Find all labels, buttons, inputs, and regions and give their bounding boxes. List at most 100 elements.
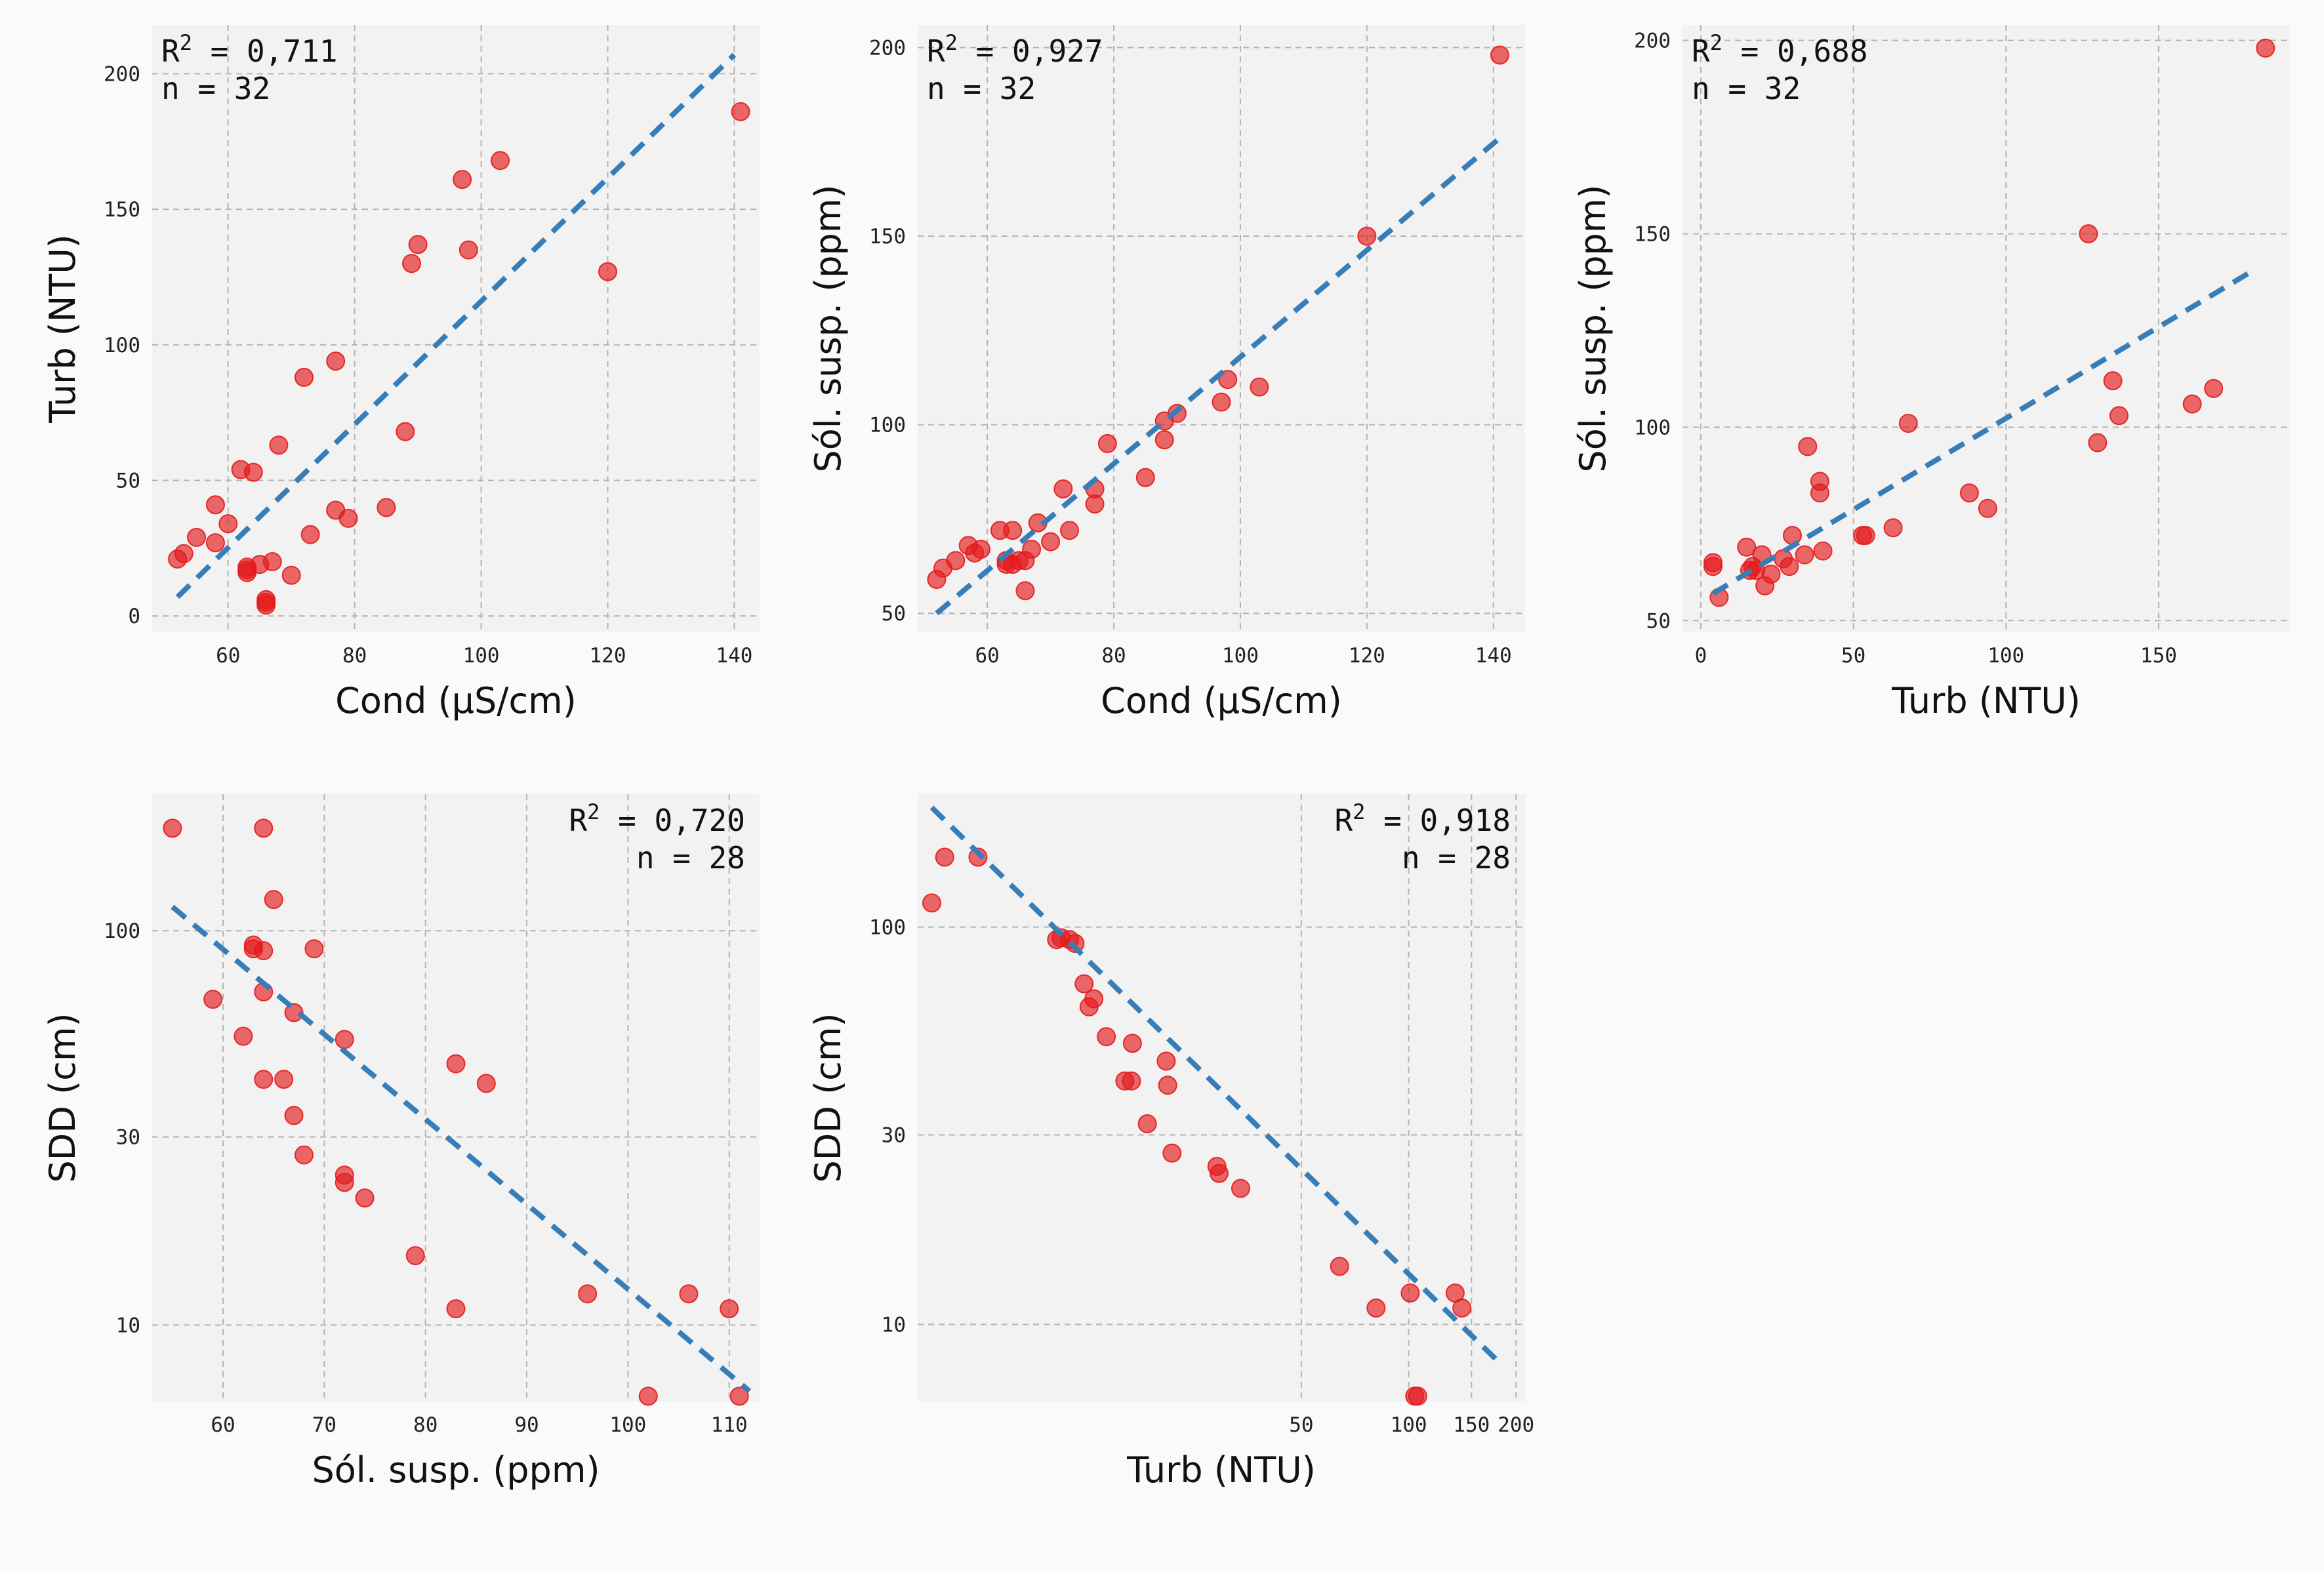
data-point bbox=[1810, 472, 1829, 491]
r-squared-annotation: R2 = 0,918 bbox=[1334, 799, 1511, 838]
r-squared-value: = 0,927 bbox=[958, 33, 1103, 69]
y-tick-label: 50 bbox=[116, 470, 140, 493]
data-point bbox=[1154, 430, 1174, 450]
data-point bbox=[1122, 1034, 1142, 1053]
data-point bbox=[1218, 370, 1238, 390]
x-tick-label: 50 bbox=[1289, 1413, 1313, 1437]
y-tick-label: 200 bbox=[104, 62, 140, 86]
data-point bbox=[205, 495, 225, 515]
data-point bbox=[731, 102, 750, 121]
data-point bbox=[1959, 483, 1979, 503]
regression-line bbox=[929, 805, 1502, 1365]
data-point bbox=[1780, 557, 1799, 576]
data-point bbox=[256, 593, 276, 613]
data-point bbox=[1065, 933, 1085, 953]
x-tick-label: 100 bbox=[463, 644, 500, 668]
regression-line bbox=[175, 52, 737, 599]
y-tick-label: 200 bbox=[869, 37, 906, 60]
r-squared-symbol: R bbox=[927, 33, 945, 69]
plot-area bbox=[918, 25, 1525, 632]
x-axis-label: Turb (NTU) bbox=[1126, 1449, 1316, 1491]
data-point bbox=[401, 254, 421, 273]
data-point bbox=[1883, 518, 1903, 538]
data-point bbox=[946, 551, 966, 571]
data-point bbox=[1162, 1143, 1182, 1163]
data-point bbox=[935, 847, 954, 867]
y-axis-label: SDD (cm) bbox=[42, 1013, 83, 1182]
data-point bbox=[1084, 989, 1104, 1009]
scatter-panel-1: 60 80 100 120 140 0 50 100 150 200 Cond (µS/cm) Tur… bbox=[42, 25, 760, 721]
data-point bbox=[187, 527, 207, 547]
y-tick-label: 50 bbox=[1646, 609, 1671, 633]
data-point bbox=[1158, 1076, 1177, 1095]
data-point bbox=[922, 893, 941, 913]
data-point bbox=[1041, 532, 1061, 552]
sample-size-annotation: n = 32 bbox=[927, 71, 1036, 106]
x-tick-label: 60 bbox=[975, 644, 999, 668]
y-tick-label: 10 bbox=[882, 1314, 906, 1337]
data-point bbox=[295, 1145, 314, 1165]
data-point bbox=[300, 525, 320, 544]
data-point bbox=[234, 1026, 253, 1046]
data-point bbox=[284, 1106, 304, 1125]
sample-size-annotation: n = 32 bbox=[1692, 71, 1801, 106]
data-point bbox=[1137, 1114, 1157, 1133]
regression-line bbox=[935, 136, 1501, 616]
data-point bbox=[1978, 498, 1997, 518]
x-tick-label: 120 bbox=[590, 644, 626, 668]
y-tick-label: 100 bbox=[1634, 416, 1671, 439]
data-point bbox=[971, 539, 990, 559]
data-point bbox=[295, 367, 314, 387]
data-point bbox=[1212, 392, 1231, 412]
data-point bbox=[1795, 545, 1814, 565]
data-point bbox=[679, 1284, 699, 1304]
data-point bbox=[269, 435, 289, 455]
data-point bbox=[163, 818, 182, 838]
data-point bbox=[453, 170, 472, 190]
scatter-panel-5: 50 100 150 200 10 30 100 Turb (NTU) SDD (cm) R2 =… bbox=[807, 794, 1534, 1491]
data-point bbox=[335, 1173, 354, 1192]
y-tick-label: 150 bbox=[869, 225, 906, 249]
data-point bbox=[1053, 479, 1073, 498]
y-tick-label: 150 bbox=[1634, 222, 1671, 246]
data-point bbox=[408, 235, 428, 254]
data-point bbox=[1366, 1298, 1386, 1318]
regression-line bbox=[171, 904, 752, 1394]
x-axis-label: Turb (NTU) bbox=[1891, 680, 2081, 721]
r-squared-exponent: 2 bbox=[1353, 799, 1365, 824]
x-tick-label: 200 bbox=[1498, 1413, 1534, 1437]
data-point bbox=[1135, 468, 1155, 487]
data-point bbox=[446, 1299, 466, 1319]
data-point bbox=[1813, 541, 1833, 561]
y-axis-label: SDD (cm) bbox=[807, 1013, 849, 1182]
data-point bbox=[446, 1054, 466, 1074]
data-point bbox=[338, 508, 358, 528]
data-point bbox=[2103, 371, 2123, 391]
data-point bbox=[459, 240, 478, 260]
x-tick-label: 60 bbox=[211, 1413, 235, 1437]
data-point bbox=[1737, 537, 1757, 557]
data-point bbox=[1074, 974, 1094, 994]
regression-line bbox=[1711, 266, 2258, 596]
x-tick-label: 100 bbox=[1988, 644, 2024, 668]
data-point bbox=[1761, 565, 1781, 584]
y-tick-label: 0 bbox=[128, 605, 140, 628]
data-point bbox=[1250, 377, 1269, 397]
x-tick-label: 100 bbox=[1222, 644, 1259, 668]
data-point bbox=[2088, 433, 2108, 453]
y-tick-label: 100 bbox=[869, 414, 906, 437]
data-point bbox=[377, 498, 396, 517]
data-point bbox=[968, 847, 988, 867]
x-tick-label: 80 bbox=[342, 644, 367, 668]
data-point bbox=[1400, 1283, 1420, 1303]
scatter-panel-3: 0 50 100 150 50 100 150 200 Turb (NTU) Sól. susp.… bbox=[1572, 25, 2290, 721]
data-point bbox=[1209, 1163, 1229, 1183]
x-tick-label: 80 bbox=[413, 1413, 438, 1437]
r-squared-symbol: R bbox=[569, 803, 587, 838]
data-point bbox=[1703, 553, 1723, 573]
data-point bbox=[1003, 521, 1023, 540]
y-tick-label: 10 bbox=[116, 1314, 140, 1337]
y-tick-label: 100 bbox=[104, 919, 140, 943]
data-point bbox=[355, 1188, 375, 1208]
r-squared-exponent: 2 bbox=[1710, 30, 1723, 55]
